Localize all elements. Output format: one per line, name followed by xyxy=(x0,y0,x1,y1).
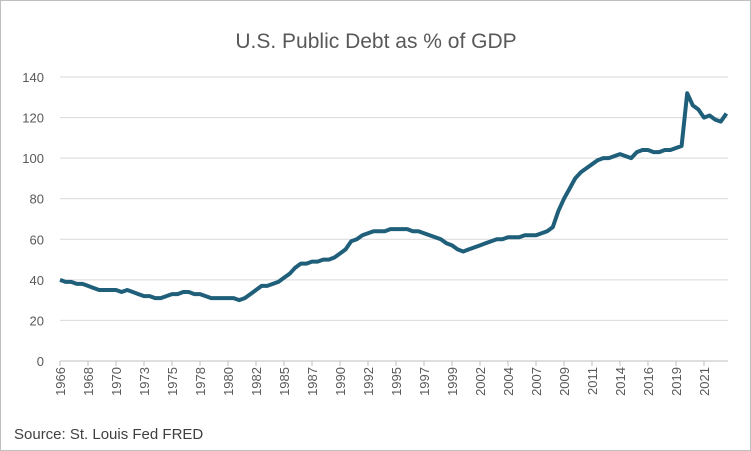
y-tick-label: 80 xyxy=(30,192,44,207)
x-tick-label: 1978 xyxy=(193,367,208,396)
x-tick-label: 1982 xyxy=(249,367,264,396)
source-note: Source: St. Louis Fed FRED xyxy=(14,426,203,443)
y-tick-label: 140 xyxy=(22,70,44,85)
x-tick-label: 1980 xyxy=(221,367,236,396)
x-tick-label: 1966 xyxy=(53,367,68,396)
x-tick-label: 2019 xyxy=(669,367,684,396)
x-tick-label: 2016 xyxy=(641,367,656,396)
y-tick-label: 120 xyxy=(22,111,44,126)
x-tick-label: 2021 xyxy=(697,367,712,396)
x-tick-label: 1968 xyxy=(81,367,96,396)
x-tick-label: 1992 xyxy=(361,367,376,396)
y-tick-label: 20 xyxy=(30,313,44,328)
x-tick-label: 1999 xyxy=(445,367,460,396)
y-tick-label: 100 xyxy=(22,151,44,166)
x-tick-label: 1997 xyxy=(417,367,432,396)
x-tick-label: 2007 xyxy=(529,367,544,396)
x-tick-label: 1973 xyxy=(137,367,152,396)
x-tick-label: 2014 xyxy=(613,367,628,396)
x-tick-label: 2004 xyxy=(501,367,516,396)
data-line xyxy=(59,91,729,303)
y-tick-label: 0 xyxy=(37,354,44,369)
chart-title: U.S. Public Debt as % of GDP xyxy=(235,30,516,53)
x-tick-label: 2011 xyxy=(585,367,600,395)
x-tick-label: 1987 xyxy=(305,367,320,396)
y-tick-label: 40 xyxy=(30,273,44,288)
x-tick-label: 1985 xyxy=(277,367,292,396)
y-tick-label: 60 xyxy=(30,232,44,247)
x-tick-label: 1990 xyxy=(333,367,348,396)
x-tick-label: 2009 xyxy=(557,367,572,396)
x-tick-label: 1970 xyxy=(109,367,124,396)
x-tick-label: 2002 xyxy=(473,367,488,396)
x-tick-label: 1995 xyxy=(389,367,404,396)
x-tick-label: 1975 xyxy=(165,367,180,396)
